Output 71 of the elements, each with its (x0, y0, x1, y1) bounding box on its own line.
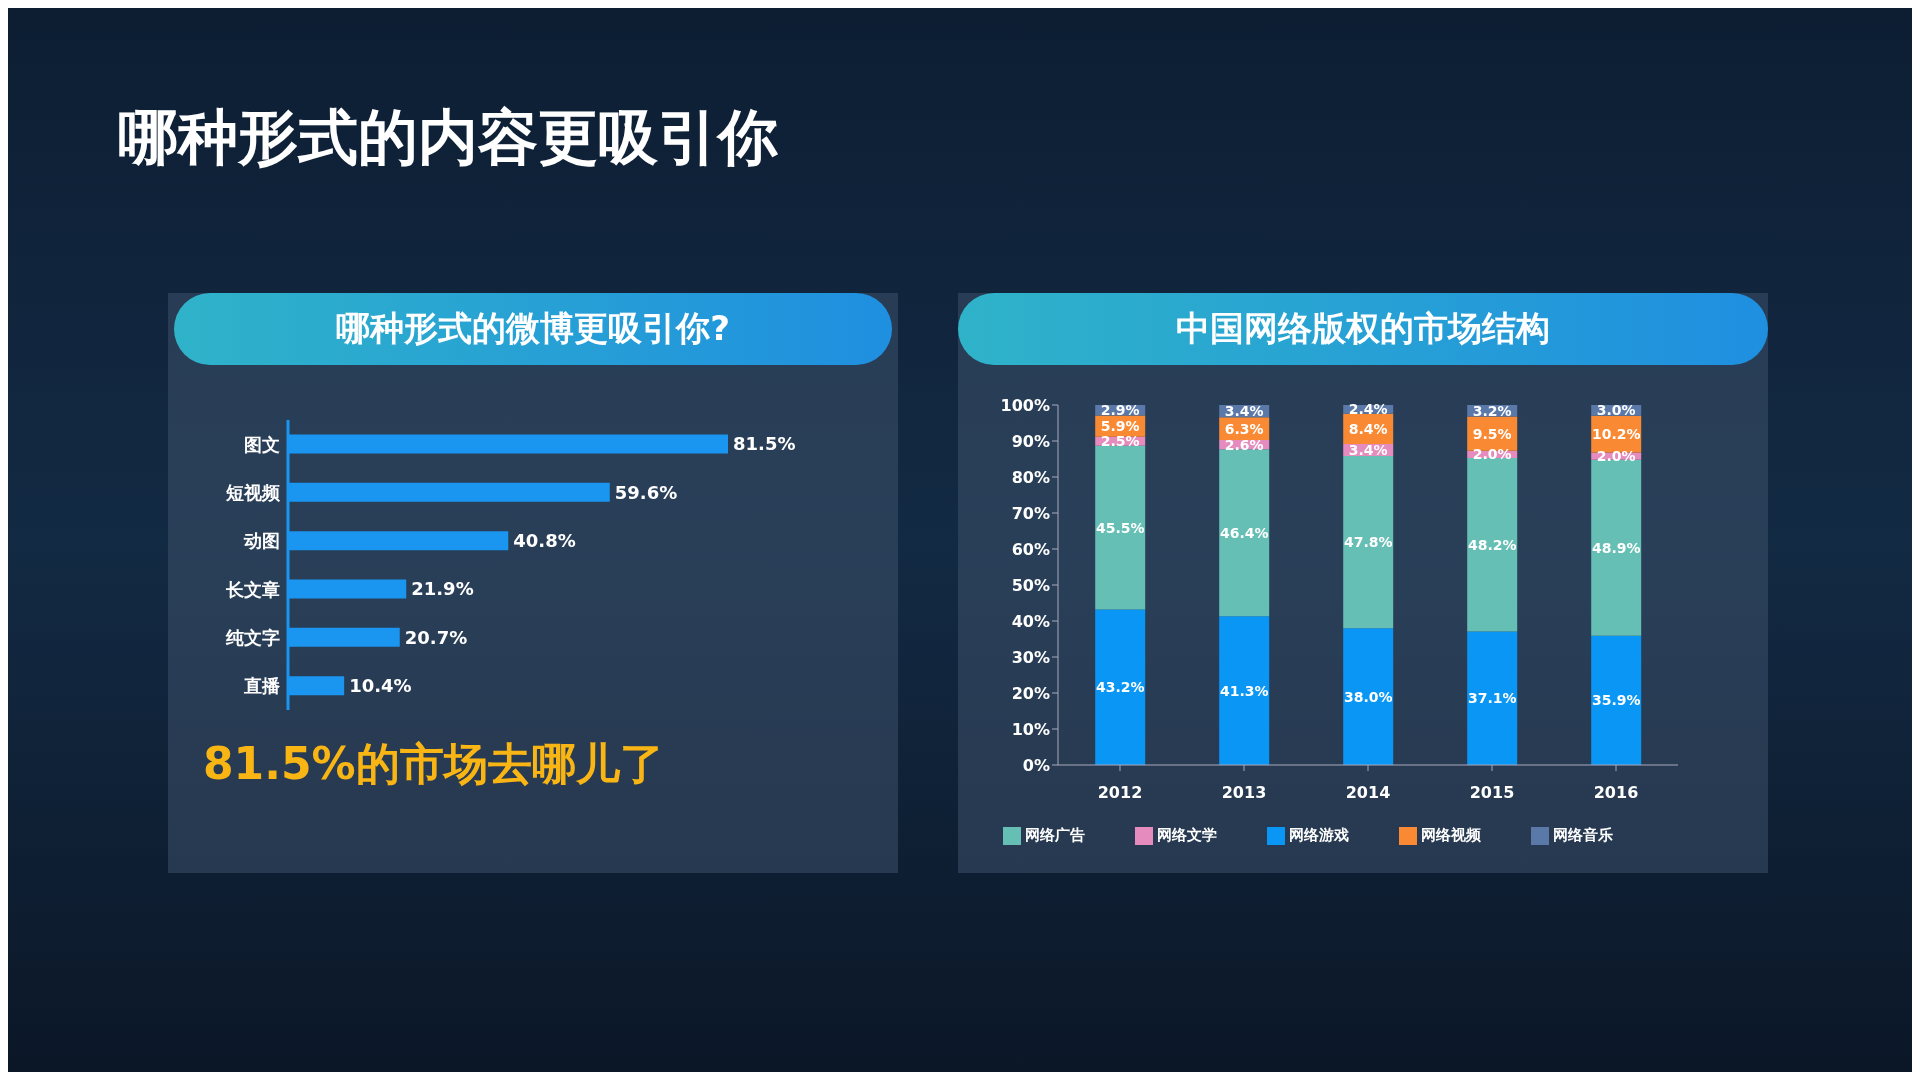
x-tick-label: 2016 (1593, 783, 1639, 803)
data-label: 2.5% (1100, 433, 1140, 450)
bar (1343, 456, 1394, 629)
y-tick-label: 50% (1011, 575, 1050, 595)
data-label: 2.4% (1348, 401, 1388, 418)
bar (1343, 628, 1394, 765)
x-tick-label: 2014 (1345, 783, 1391, 803)
data-label: 40.8% (513, 530, 576, 552)
data-label: 45.5% (1095, 519, 1145, 536)
y-tick-label: 80% (1011, 467, 1050, 487)
data-label: 59.6% (614, 481, 678, 503)
data-label: 35.9% (1591, 692, 1641, 709)
legend-label: 网络音乐 (1553, 826, 1613, 844)
data-label: 48.9% (1591, 539, 1641, 556)
data-label: 43.2% (1095, 679, 1145, 696)
y-tick-label: 直播 (243, 675, 281, 697)
y-tick-label: 长文章 (225, 578, 280, 600)
text: 81.5%的市场去哪儿了 (203, 737, 665, 791)
data-label: 3.2% (1472, 402, 1512, 419)
data-label: 46.4% (1219, 524, 1269, 541)
y-tick-label: 20% (1011, 683, 1050, 703)
data-label: 81.5% (733, 433, 796, 455)
data-label: 10.4% (349, 675, 412, 697)
bar (1219, 616, 1270, 765)
data-label: 20.7% (404, 626, 468, 648)
y-tick-label: 0% (1022, 755, 1050, 775)
data-label: 48.2% (1467, 536, 1517, 553)
data-label: 10.2% (1591, 426, 1641, 443)
y-tick-label: 纯文字 (225, 626, 280, 648)
bar (1467, 631, 1518, 765)
x-tick-label: 2013 (1221, 783, 1267, 803)
data-label: 8.4% (1348, 420, 1388, 437)
bar (1591, 635, 1642, 765)
bar (1591, 459, 1642, 636)
chart-title: 哪种形式的微博更吸引你? (174, 293, 892, 365)
x-tick-label: 2015 (1469, 783, 1515, 803)
data-label: 6.3% (1224, 420, 1264, 437)
y-tick-label: 图文 (244, 433, 280, 455)
data-label: 41.3% (1219, 682, 1269, 699)
bar (1219, 449, 1270, 617)
data-label: 3.4% (1348, 441, 1388, 458)
y-tick-label: 90% (1011, 431, 1050, 451)
data-label: 37.1% (1467, 690, 1517, 707)
y-tick-label: 30% (1011, 647, 1050, 667)
data-label: 5.9% (1100, 418, 1140, 435)
data-label: 2.6% (1224, 436, 1264, 453)
y-tick-label: 动图 (243, 530, 280, 552)
y-tick-label: 10% (1011, 719, 1050, 739)
chart-title: 中国网络版权的市场结构 (958, 293, 1768, 365)
y-tick-label: 60% (1011, 539, 1050, 559)
text: 哪种形式的内容更吸引你 (118, 101, 778, 174)
legend-label: 网络文学 (1157, 826, 1217, 844)
legend-label: 网络广告 (1025, 826, 1085, 844)
legend-label: 网络视频 (1421, 826, 1481, 844)
y-tick-label: 100% (1000, 395, 1050, 415)
data-label: 2.9% (1100, 402, 1140, 419)
y-tick-label: 70% (1011, 503, 1050, 523)
data-label: 47.8% (1343, 534, 1393, 551)
data-label: 3.0% (1596, 402, 1636, 419)
legend-label: 网络游戏 (1289, 826, 1349, 844)
data-label: 9.5% (1472, 425, 1512, 442)
bar (1467, 457, 1518, 632)
data-label: 3.4% (1224, 403, 1264, 420)
data-label: 38.0% (1343, 688, 1393, 705)
bar (1095, 609, 1146, 765)
x-tick-label: 2012 (1097, 783, 1143, 803)
y-tick-label: 40% (1011, 611, 1050, 631)
y-tick-label: 短视频 (225, 481, 281, 503)
data-label: 2.0% (1596, 448, 1636, 465)
data-label: 21.9% (411, 578, 474, 600)
bar (1095, 445, 1146, 610)
